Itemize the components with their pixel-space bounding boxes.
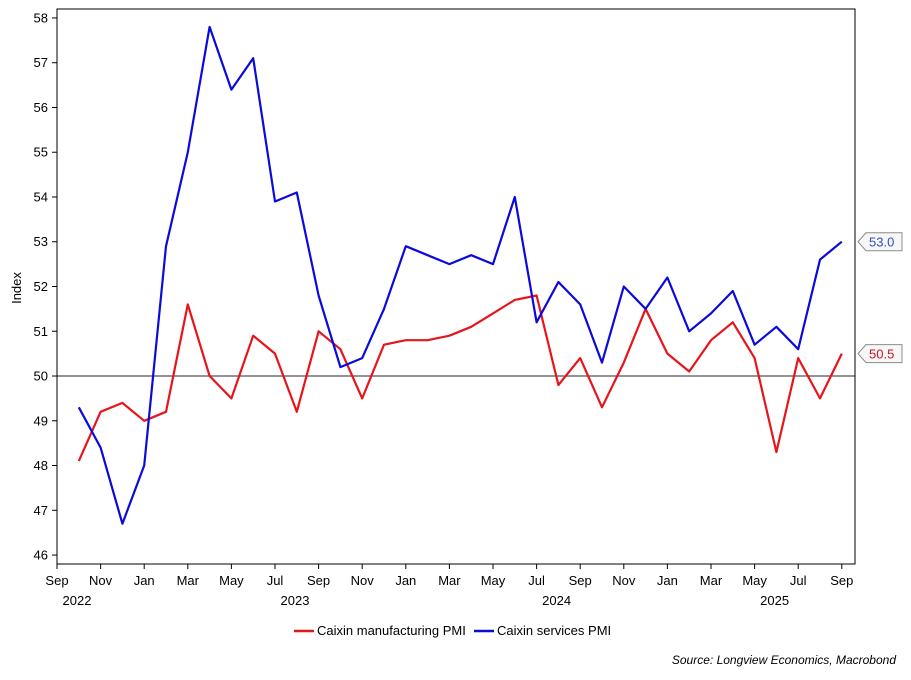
legend: Caixin manufacturing PMI Caixin services…	[294, 623, 611, 638]
x-tick-label-may-10: May	[481, 573, 506, 588]
x-tick-label-jan-2: Jan	[134, 573, 155, 588]
x-tick-label-may-4: May	[219, 573, 244, 588]
x-tick-label-sep-6: Sep	[307, 573, 330, 588]
y-tick-label-48: 48	[34, 458, 48, 473]
y-tick-label-54: 54	[34, 189, 48, 204]
y-tick-label-56: 56	[34, 100, 48, 115]
end-label-services: 53.0	[869, 235, 894, 250]
legend-label-manufacturing: Caixin manufacturing PMI	[317, 623, 466, 638]
x-year-label-2022: 2022	[63, 593, 92, 608]
y-tick-label-52: 52	[34, 279, 48, 294]
x-tick-label-mar-9: Mar	[438, 573, 461, 588]
end-label-box-manufacturing	[857, 344, 903, 364]
y-tick-label-47: 47	[34, 503, 48, 518]
y-tick-label-58: 58	[34, 10, 48, 25]
x-tick-label-jul-11: Jul	[528, 573, 545, 588]
plot-frame	[56, 8, 856, 565]
y-tick-label-55: 55	[34, 145, 48, 160]
y-tick-label-46: 46	[34, 548, 48, 563]
series-line-manufacturing	[77, 294, 843, 462]
legend-label-services: Caixin services PMI	[497, 623, 611, 638]
x-year-label-2024: 2024	[542, 593, 571, 608]
x-tick-label-may-16: May	[742, 573, 767, 588]
series-layer	[77, 25, 843, 525]
x-tick-label-nov-7: Nov	[351, 573, 375, 588]
y-tick-label-57: 57	[34, 55, 48, 70]
end-label-box-services	[857, 232, 903, 252]
y-tick-label-50: 50	[34, 369, 48, 384]
y-axis-label: Index	[9, 272, 24, 304]
x-tick-label-nov-13: Nov	[612, 573, 636, 588]
x-tick-label-nov-1: Nov	[89, 573, 113, 588]
y-axis: 46 47 48 49 50 51 52 53 54 55 56 57 58	[34, 10, 57, 563]
x-year-label-2023: 2023	[281, 593, 310, 608]
y-tick-label-51: 51	[34, 324, 48, 339]
x-tick-label-mar-15: Mar	[700, 573, 723, 588]
x-tick-label-sep-18: Sep	[830, 573, 853, 588]
x-year-label-2025: 2025	[760, 593, 789, 608]
x-tick-label-jan-14: Jan	[657, 573, 678, 588]
series-line-services	[77, 25, 843, 525]
x-tick-label-jul-17: Jul	[790, 573, 807, 588]
end-label-manufacturing: 50.5	[869, 347, 894, 362]
x-tick-label-sep-0: Sep	[45, 573, 68, 588]
source-note: Source: Longview Economics, Macrobond	[672, 653, 896, 667]
x-axis: Sep Nov Jan Mar May Jul Sep Nov Jan Mar May Jul Sep N…	[45, 564, 853, 608]
y-tick-label-49: 49	[34, 413, 48, 428]
x-tick-label-jul-5: Jul	[267, 573, 284, 588]
y-tick-label-53: 53	[34, 234, 48, 249]
x-tick-label-mar-3: Mar	[177, 573, 200, 588]
end-labels: 50.5 53.0	[857, 232, 903, 364]
x-tick-label-sep-12: Sep	[569, 573, 592, 588]
x-tick-label-jan-8: Jan	[395, 573, 416, 588]
